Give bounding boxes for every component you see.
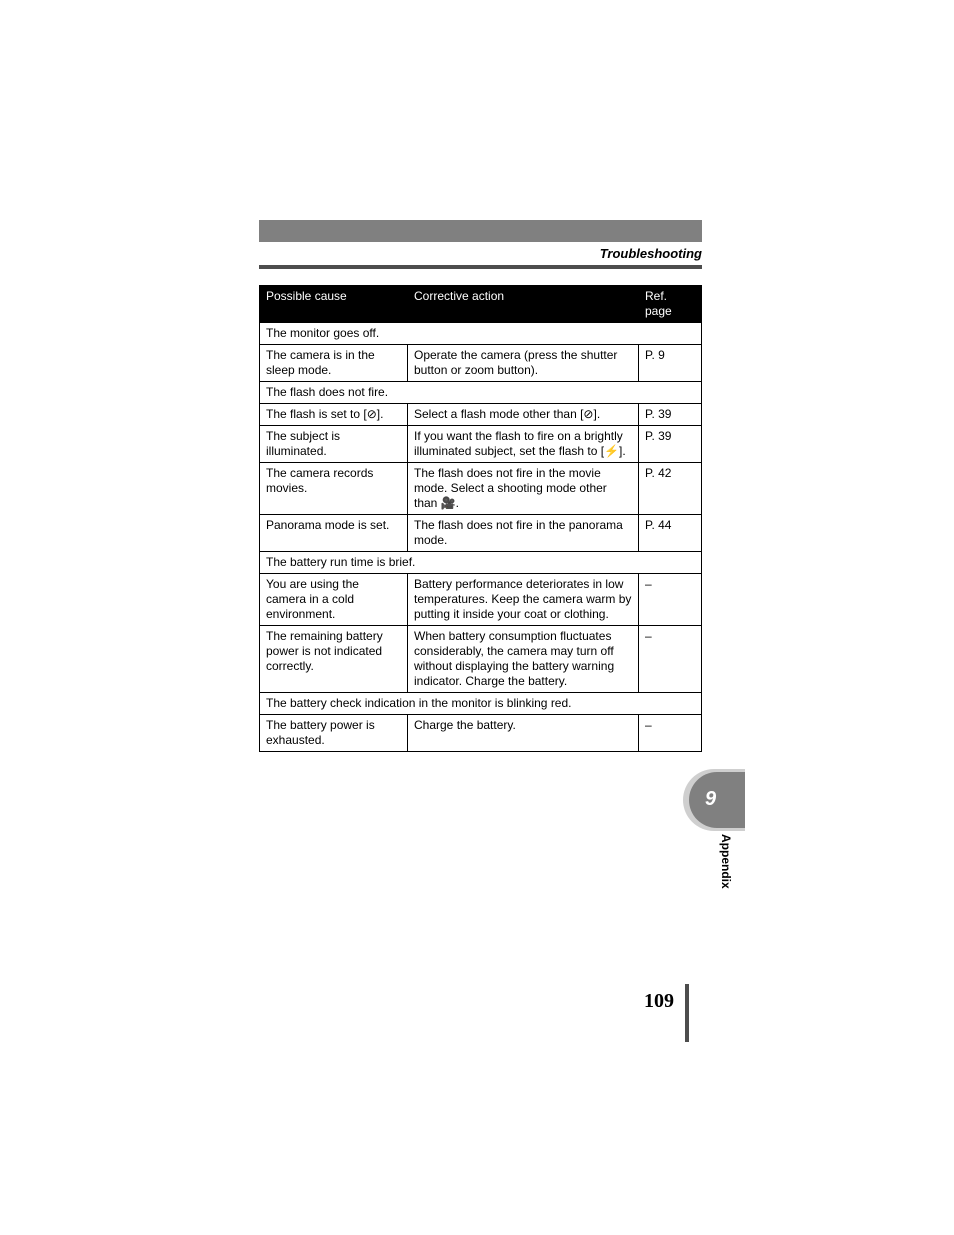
section-title: Troubleshooting: [259, 246, 702, 261]
col-header-ref: Ref. page: [639, 286, 702, 323]
col-header-cause: Possible cause: [260, 286, 408, 323]
cell-ref: P. 44: [639, 515, 702, 552]
table-section-heading: The flash does not fire.: [260, 382, 702, 404]
cell-cause: The battery power is exhausted.: [260, 715, 408, 752]
cell-ref: P. 39: [639, 426, 702, 463]
cell-cause: The flash is set to [⊘].: [260, 404, 408, 426]
cell-ref: P. 9: [639, 345, 702, 382]
header-divider: [259, 265, 702, 269]
chapter-tab: 9: [689, 772, 745, 828]
cell-ref: P. 42: [639, 463, 702, 515]
cell-ref: –: [639, 574, 702, 626]
table-row: The camera records movies.The flash does…: [260, 463, 702, 515]
cell-ref: –: [639, 626, 702, 693]
chapter-label: Appendix: [719, 834, 733, 889]
header-bar: [259, 220, 702, 242]
cell-action: Charge the battery.: [408, 715, 639, 752]
table-row: The camera is in the sleep mode.Operate …: [260, 345, 702, 382]
table-row: The battery power is exhausted.Charge th…: [260, 715, 702, 752]
table-row: You are using the camera in a cold envir…: [260, 574, 702, 626]
cell-cause: The camera is in the sleep mode.: [260, 345, 408, 382]
cell-cause: Panorama mode is set.: [260, 515, 408, 552]
cell-cause: The remaining battery power is not indic…: [260, 626, 408, 693]
page-number-bar: [685, 984, 689, 1042]
cell-action: Battery performance deteriorates in low …: [408, 574, 639, 626]
table-section-heading: The battery check indication in the moni…: [260, 693, 702, 715]
cell-action: Select a flash mode other than [⊘].: [408, 404, 639, 426]
cell-action: The flash does not fire in the panorama …: [408, 515, 639, 552]
cell-action: Operate the camera (press the shutter bu…: [408, 345, 639, 382]
cell-ref: –: [639, 715, 702, 752]
cell-action: The flash does not fire in the movie mod…: [408, 463, 639, 515]
table-row: The subject is illuminated.If you want t…: [260, 426, 702, 463]
table-section-heading: The battery run time is brief.: [260, 552, 702, 574]
cell-action: When battery consumption fluctuates cons…: [408, 626, 639, 693]
table-section-heading: The monitor goes off.: [260, 323, 702, 345]
table-row: The flash is set to [⊘].Select a flash m…: [260, 404, 702, 426]
cell-cause: The camera records movies.: [260, 463, 408, 515]
cell-action: If you want the flash to fire on a brigh…: [408, 426, 639, 463]
table-header-row: Possible cause Corrective action Ref. pa…: [260, 286, 702, 323]
col-header-action: Corrective action: [408, 286, 639, 323]
table-row: Panorama mode is set.The flash does not …: [260, 515, 702, 552]
cell-cause: You are using the camera in a cold envir…: [260, 574, 408, 626]
chapter-number: 9: [705, 788, 716, 811]
page-number: 109: [259, 990, 674, 1013]
cell-ref: P. 39: [639, 404, 702, 426]
troubleshooting-table: Possible cause Corrective action Ref. pa…: [259, 285, 702, 752]
table-row: The remaining battery power is not indic…: [260, 626, 702, 693]
cell-cause: The subject is illuminated.: [260, 426, 408, 463]
